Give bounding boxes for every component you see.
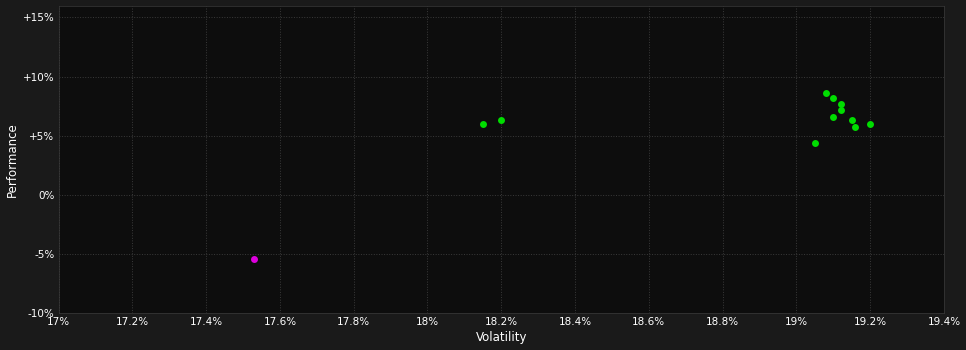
Point (847, 125, 863, 130)
Point (826, 95, 841, 100)
Point (494, 118, 509, 123)
Point (246, 256, 262, 261)
Point (807, 140, 822, 146)
Point (833, 101, 848, 106)
Point (833, 107, 848, 112)
Point (475, 121, 491, 127)
Y-axis label: Performance: Performance (6, 122, 18, 197)
Point (826, 114, 841, 120)
Point (863, 121, 878, 127)
Point (818, 90, 834, 96)
X-axis label: Volatility: Volatility (475, 331, 527, 344)
Point (844, 118, 860, 123)
